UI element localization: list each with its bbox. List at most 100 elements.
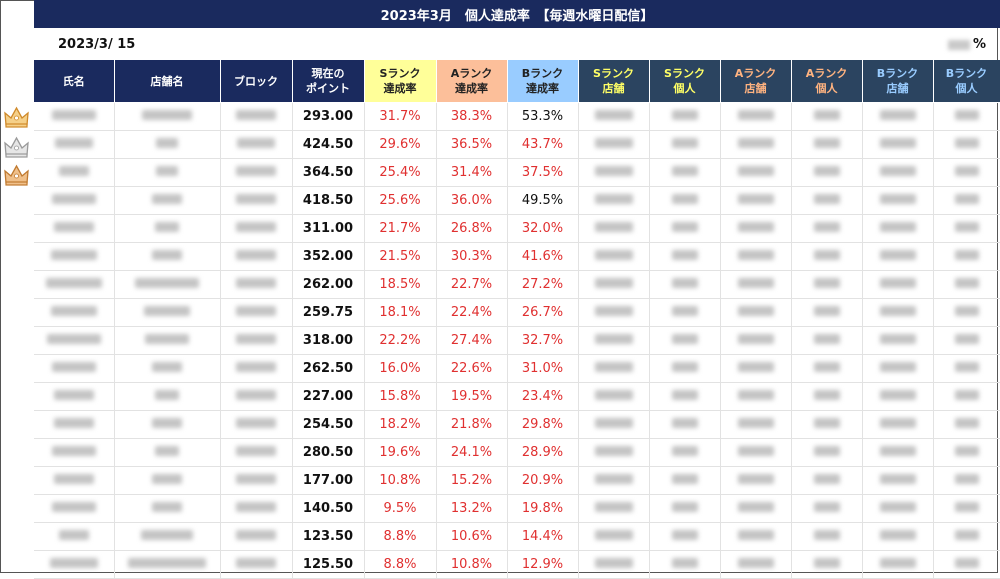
a-personal-cell xyxy=(791,242,863,271)
redacted-text xyxy=(145,334,189,344)
s-rate-cell: 10.8% xyxy=(364,466,437,495)
redacted-text xyxy=(53,390,94,400)
redacted-text xyxy=(879,474,916,484)
redacted-text xyxy=(594,362,633,372)
redacted-text xyxy=(54,138,93,148)
b-rate-cell: 28.9% xyxy=(507,438,579,467)
b-store-cell xyxy=(862,438,934,467)
a-store-cell xyxy=(720,410,792,439)
redacted-text xyxy=(671,222,698,232)
b-store-cell xyxy=(862,242,934,271)
b-personal-cell xyxy=(933,130,1000,159)
s-store-cell xyxy=(578,354,650,383)
redacted-text xyxy=(236,474,276,484)
s-personal-cell xyxy=(649,326,721,355)
redacted-text xyxy=(51,446,96,456)
redacted-text xyxy=(152,502,182,512)
block-cell xyxy=(220,466,293,495)
redacted-text xyxy=(152,362,182,372)
points-cell: 418.50 xyxy=(292,186,365,215)
block-cell xyxy=(220,270,293,299)
s-personal-cell xyxy=(649,522,721,551)
redacted-text xyxy=(879,278,916,288)
col-a-rate: Aランク 達成率 xyxy=(436,60,508,103)
s-personal-cell xyxy=(649,354,721,383)
block-cell xyxy=(220,186,293,215)
redacted-text xyxy=(737,334,774,344)
a-personal-cell xyxy=(791,354,863,383)
table-row: 125.50 8.8% 10.8% 12.9% xyxy=(34,550,1000,579)
redacted-text xyxy=(954,222,979,232)
b-personal-cell xyxy=(933,522,1000,551)
redacted-text xyxy=(879,138,916,148)
b-rate-cell: 29.8% xyxy=(507,410,579,439)
a-store-cell xyxy=(720,326,792,355)
redacted-text xyxy=(671,558,698,568)
redacted-text xyxy=(671,474,698,484)
b-store-cell xyxy=(862,270,934,299)
s-store-cell xyxy=(578,326,650,355)
a-personal-cell xyxy=(791,186,863,215)
name-cell xyxy=(34,214,115,243)
s-personal-cell xyxy=(649,242,721,271)
b-personal-cell xyxy=(933,326,1000,355)
table-row: 280.50 19.6% 24.1% 28.9% xyxy=(34,438,1000,467)
redacted-text xyxy=(813,306,840,316)
redacted-text xyxy=(954,446,979,456)
store-cell xyxy=(114,186,221,215)
redacted-text xyxy=(879,390,916,400)
a-rate-cell: 30.3% xyxy=(436,242,508,271)
name-cell xyxy=(34,270,115,299)
redacted-text xyxy=(954,110,979,120)
redacted-text xyxy=(671,194,698,204)
b-store-cell xyxy=(862,186,934,215)
redacted-text xyxy=(813,334,840,344)
s-personal-cell xyxy=(649,186,721,215)
points-cell: 311.00 xyxy=(292,214,365,243)
redacted-text xyxy=(51,194,96,204)
redacted-text xyxy=(236,362,276,372)
b-store-cell xyxy=(862,102,934,131)
table-row: 418.50 25.6% 36.0% 49.5% xyxy=(34,186,1000,215)
redacted-text xyxy=(152,418,182,428)
s-store-cell xyxy=(578,410,650,439)
b-personal-cell xyxy=(933,214,1000,243)
a-personal-cell xyxy=(791,382,863,411)
s-store-cell xyxy=(578,158,650,187)
store-cell xyxy=(114,438,221,467)
table-row: 254.50 18.2% 21.8% 29.8% xyxy=(34,410,1000,439)
b-rate-cell: 26.7% xyxy=(507,298,579,327)
store-cell xyxy=(114,354,221,383)
store-cell xyxy=(114,494,221,523)
redacted-text xyxy=(156,138,178,148)
block-cell xyxy=(220,354,293,383)
s-rate-cell: 21.7% xyxy=(364,214,437,243)
store-cell xyxy=(114,270,221,299)
redacted-text xyxy=(594,502,633,512)
name-cell xyxy=(34,382,115,411)
a-store-cell xyxy=(720,214,792,243)
s-store-cell xyxy=(578,130,650,159)
b-personal-cell xyxy=(933,186,1000,215)
name-cell xyxy=(34,130,115,159)
a-store-cell xyxy=(720,158,792,187)
a-rate-cell: 38.3% xyxy=(436,102,508,131)
block-cell xyxy=(220,102,293,131)
a-store-cell xyxy=(720,186,792,215)
redacted-text xyxy=(954,306,979,316)
redacted-text xyxy=(594,278,633,288)
col-block: ブロック xyxy=(220,60,293,103)
s-store-cell xyxy=(578,522,650,551)
redacted-text xyxy=(594,334,633,344)
s-rate-cell: 25.4% xyxy=(364,158,437,187)
block-cell xyxy=(220,494,293,523)
redacted-text xyxy=(236,530,276,540)
b-store-cell xyxy=(862,382,934,411)
a-store-cell xyxy=(720,298,792,327)
redacted-text xyxy=(236,502,276,512)
b-personal-cell xyxy=(933,270,1000,299)
redacted-text xyxy=(737,558,774,568)
s-rate-cell: 8.8% xyxy=(364,550,437,579)
col-b-rate: Bランク 達成率 xyxy=(507,60,579,103)
b-personal-cell xyxy=(933,298,1000,327)
